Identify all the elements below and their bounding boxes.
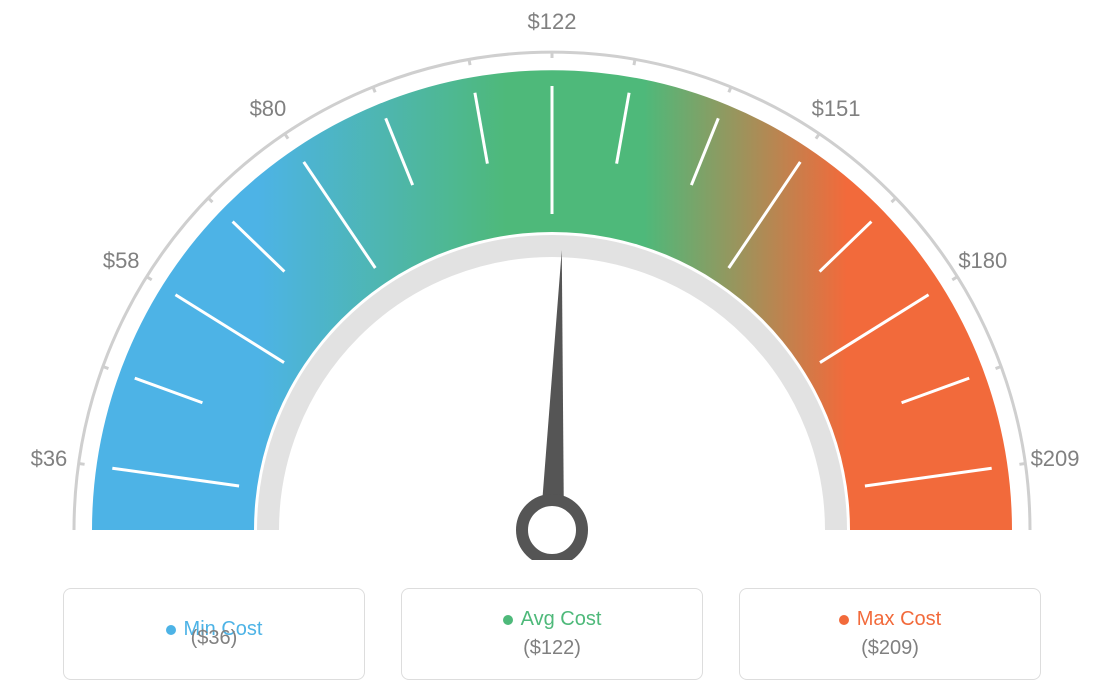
legend-card-min: Min Cost ($36) bbox=[63, 588, 365, 680]
gauge-tick-label: $209 bbox=[1031, 446, 1080, 472]
gauge-tick-label: $151 bbox=[812, 96, 861, 122]
gauge-tick-label: $58 bbox=[103, 248, 140, 274]
dot-icon bbox=[166, 625, 176, 635]
legend-value: ($36) bbox=[191, 627, 238, 650]
legend-label: Avg Cost bbox=[521, 608, 602, 631]
cost-gauge-container: $36 $58 $80 $122 $151 $180 $209 Min Cost ($36)… bbox=[0, 0, 1104, 690]
dot-icon bbox=[503, 615, 513, 625]
dot-icon bbox=[839, 615, 849, 625]
gauge-tick-label: $80 bbox=[250, 96, 287, 122]
legend-card-avg: Avg Cost ($122) bbox=[401, 588, 703, 680]
legend-title-max: Max Cost bbox=[839, 608, 941, 631]
legend-label: Max Cost bbox=[857, 608, 941, 631]
gauge-svg bbox=[0, 0, 1104, 560]
gauge-tick-label: $180 bbox=[958, 248, 1007, 274]
legend-value: ($209) bbox=[861, 637, 919, 660]
gauge: $36 $58 $80 $122 $151 $180 $209 bbox=[0, 0, 1104, 560]
legend-title-avg: Avg Cost bbox=[503, 608, 602, 631]
legend-row: Min Cost ($36) Avg Cost ($122) Max Cost … bbox=[0, 588, 1104, 680]
legend-card-max: Max Cost ($209) bbox=[739, 588, 1041, 680]
gauge-tick-label: $36 bbox=[31, 446, 68, 472]
legend-value: ($122) bbox=[523, 637, 581, 660]
gauge-tick-label: $122 bbox=[528, 9, 577, 35]
